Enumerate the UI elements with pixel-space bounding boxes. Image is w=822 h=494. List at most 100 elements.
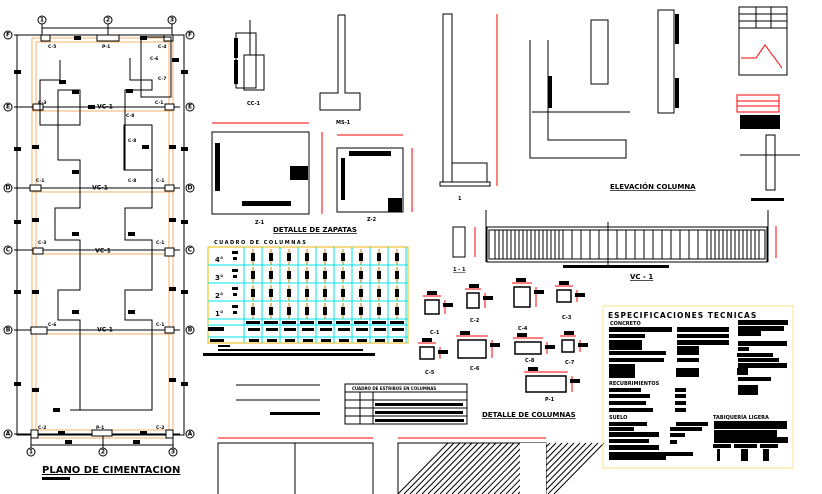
plan-tag: [14, 220, 21, 224]
spec-value-bar: [714, 430, 777, 437]
elevation-cut-label: 1: [458, 196, 462, 202]
column-label: C-6: [48, 322, 56, 328]
column-section: [359, 253, 363, 261]
footing-tag: [248, 328, 260, 331]
floor-label: 2°: [215, 292, 223, 300]
column-section: [341, 271, 345, 279]
dimension-tag: [517, 333, 527, 337]
footing-tag: [336, 321, 350, 324]
plan-tag: [72, 170, 79, 174]
column-label: C-8: [126, 113, 134, 119]
column-detail-label: C-2: [470, 318, 480, 324]
plan-tag: [172, 58, 179, 62]
hatch-line: [541, 442, 593, 494]
spec-value-bar: [741, 449, 748, 461]
hatch-line: [469, 442, 521, 494]
floor-label: 4°: [215, 256, 223, 264]
column-details-title: DETALLE DE COLUMNAS: [482, 411, 576, 419]
column-section: [251, 307, 255, 315]
grid-bubble: [3, 245, 13, 255]
column-section: [269, 271, 273, 279]
spec-value-bar: [676, 422, 708, 426]
column-footing: [91, 429, 113, 437]
elevation-title: ELEVACIÓN COLUMNA: [610, 182, 696, 191]
hatch-line: [451, 442, 503, 494]
hatch-line: [553, 442, 605, 494]
footing-tag: [300, 321, 314, 324]
column-section: [287, 289, 291, 297]
cell-tag: [233, 293, 237, 296]
spec-value-bar: [670, 433, 685, 437]
stirrup-table: CUADRO DE ESTRIBOS EN COLUMNAS: [344, 383, 468, 425]
floor-label: 1°: [215, 310, 223, 318]
grid-bubble: [103, 15, 113, 25]
dimension-tag: [443, 303, 453, 307]
footing-tag: [374, 328, 386, 331]
grid-bubble: [185, 325, 195, 335]
hatch-line: [433, 442, 485, 494]
dimension-tag: [422, 338, 432, 342]
section-label: CC-1: [247, 101, 261, 107]
column-footing: [32, 103, 44, 111]
footing-details-title: DETALLE DE ZAPATAS: [273, 226, 357, 234]
grid-bubble: [3, 325, 13, 335]
grid-label: D: [188, 185, 193, 192]
column-section: [305, 289, 309, 297]
footing-tag: [354, 321, 368, 324]
spec-value-bar: [675, 394, 686, 398]
spec-value-bar: [677, 340, 729, 345]
rebar-table: [736, 6, 800, 201]
plan-tag: [169, 378, 176, 382]
spec-value-bar: [609, 394, 650, 398]
cell-tag: [232, 269, 238, 272]
column-section: [466, 292, 480, 309]
dimension-tag: [564, 331, 574, 335]
column-section: [287, 271, 291, 279]
footing-label: Z-1: [255, 220, 265, 226]
column-footing: [96, 34, 120, 42]
grid-label: D: [6, 185, 11, 192]
footing-tag: [338, 328, 350, 331]
cell-tag: [233, 311, 237, 314]
column-section: [305, 271, 309, 279]
technical-specifications: ESPECIFICACIONES TECNICAS CONCRETO RECUB…: [602, 305, 794, 469]
spec-value-bar: [677, 327, 729, 332]
spec-value-bar: [675, 401, 686, 405]
cell-tag: [232, 287, 238, 290]
specs-title: ESPECIFICACIONES TECNICAS: [608, 311, 757, 320]
footing-details: CC-1 MS-1 Z-1 Z-2 DETALLE DE ZAPATAS: [211, 14, 413, 234]
spec-value-bar: [737, 368, 748, 375]
grid-bubble: [167, 15, 177, 25]
footing-label: Z-2: [367, 217, 377, 223]
column-section: [269, 289, 273, 297]
footing-tag: [392, 328, 404, 331]
hatch-line: [415, 442, 467, 494]
plan-tag: [74, 36, 81, 40]
cell-tag: [233, 257, 237, 260]
column-label: C-5: [48, 44, 56, 50]
plan-tag: [72, 90, 79, 94]
column-detail-label: C-7: [565, 360, 575, 366]
column-detail-label: C-4: [518, 326, 528, 332]
spec-value-bar: [677, 334, 729, 338]
column-section: [359, 307, 363, 315]
grid-label: 1: [29, 449, 33, 456]
footing-tag: [266, 328, 278, 331]
spec-value-bar: [675, 388, 686, 392]
column-label: C-3: [38, 240, 46, 246]
column-footing: [164, 326, 175, 334]
spec-value-bar: [670, 440, 677, 444]
dimension-tag: [545, 345, 555, 349]
grid-bubble: [185, 30, 195, 40]
beam-label: VC-1: [97, 327, 113, 334]
hatch-line: [463, 442, 515, 494]
grid-label: 3: [170, 17, 174, 24]
grid-bubble: [3, 183, 13, 193]
plan-tag: [88, 105, 95, 109]
dimension-tag: [490, 343, 500, 347]
plan-tag: [133, 440, 140, 444]
plan-tag: [14, 70, 21, 74]
table-border: [207, 246, 409, 344]
footing-tag: [249, 339, 259, 342]
column-section: [514, 341, 542, 355]
